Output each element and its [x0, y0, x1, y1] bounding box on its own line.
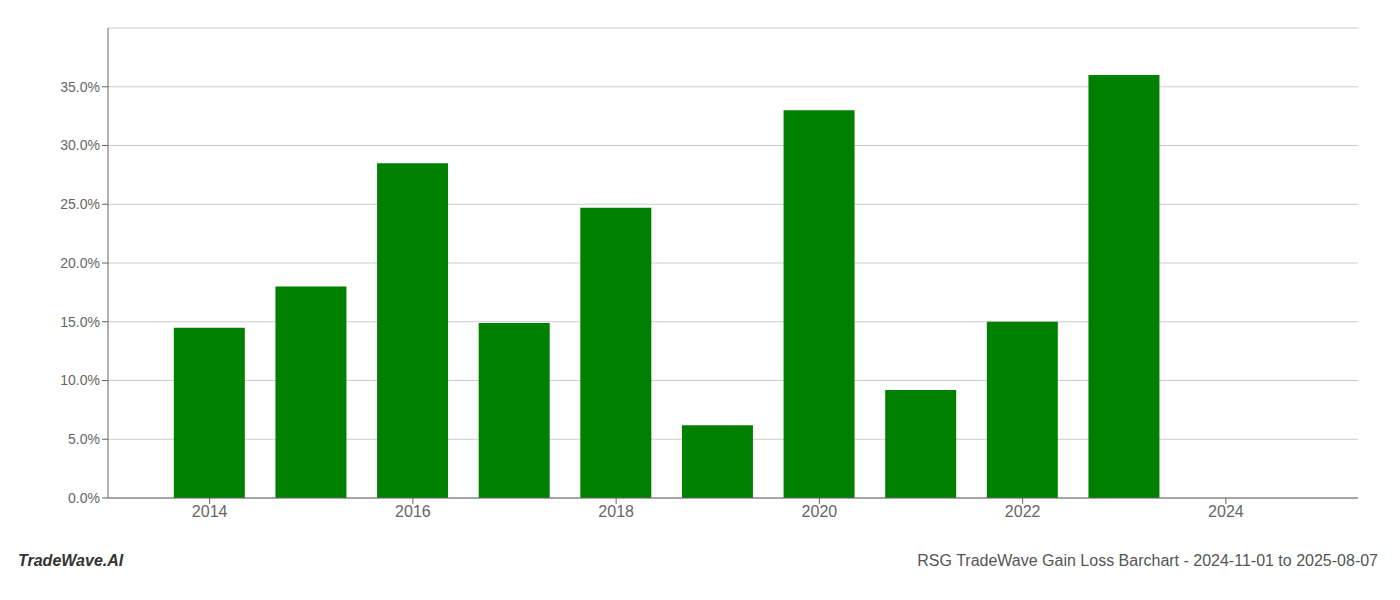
- html-text:RSG TradeWave Gain Loss Barcha: RSG TradeWave Gain Loss Barchart - 2024-…: [917, 552, 1378, 569]
- svg-text:2022: 2022: [1005, 503, 1041, 520]
- svg-text:20.0%: 20.0%: [60, 255, 100, 271]
- svg-text:15.0%: 15.0%: [60, 314, 100, 330]
- svg-text:5.0%: 5.0%: [68, 431, 100, 447]
- svg-text:2020: 2020: [802, 503, 838, 520]
- svg-text:25.0%: 25.0%: [60, 196, 100, 212]
- svg-text:35.0%: 35.0%: [60, 79, 100, 95]
- svg-text:2016: 2016: [395, 503, 431, 520]
- svg-text:2018: 2018: [598, 503, 634, 520]
- svg-text:2014: 2014: [192, 503, 228, 520]
- svg-text:30.0%: 30.0%: [60, 137, 100, 153]
- html-text:TradeWave.AI: TradeWave.AI: [18, 552, 124, 569]
- svg-text:10.0%: 10.0%: [60, 372, 100, 388]
- svg-text:2024: 2024: [1208, 503, 1244, 520]
- svg-text:0.0%: 0.0%: [68, 490, 100, 506]
